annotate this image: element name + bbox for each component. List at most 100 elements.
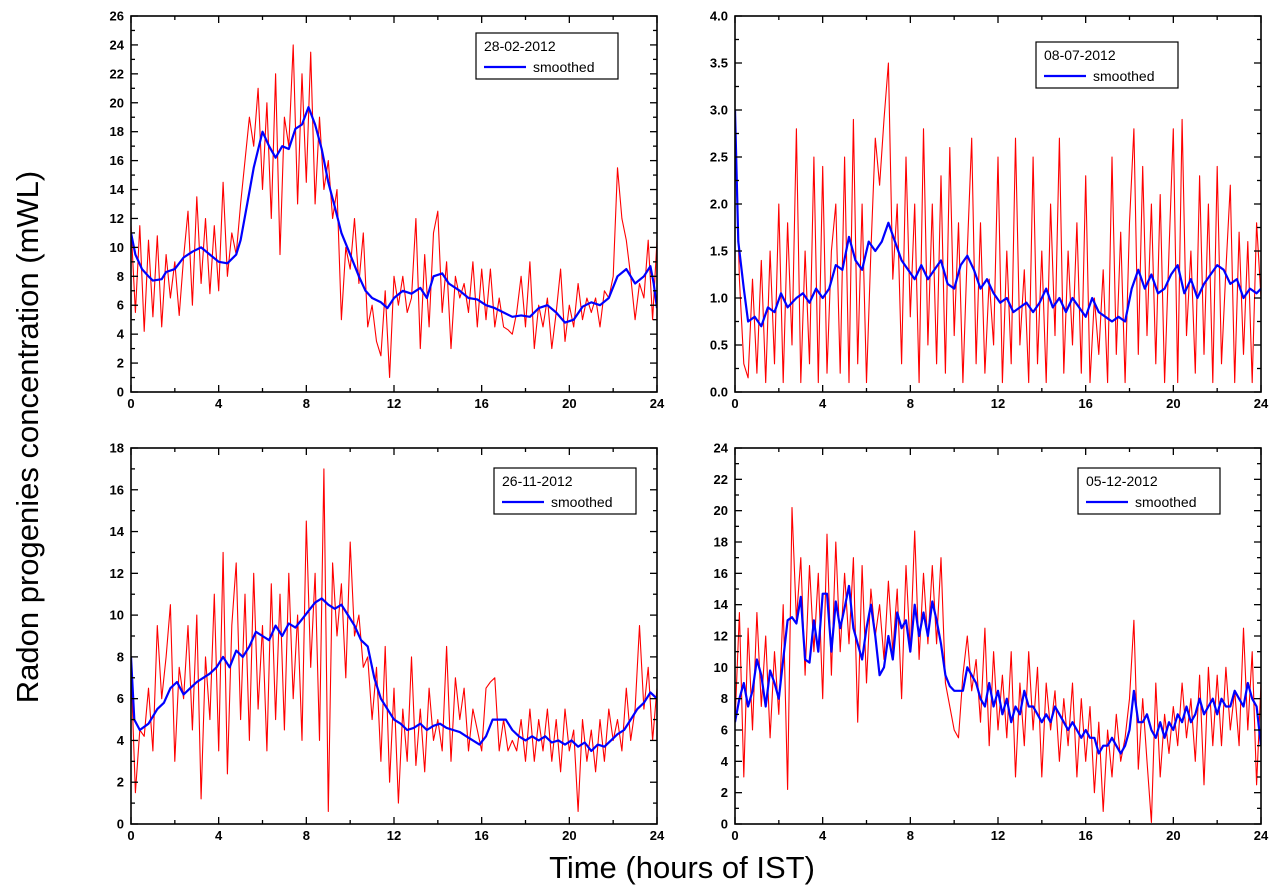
x-tick-label: 0 xyxy=(731,396,738,411)
y-tick-label: 18 xyxy=(714,535,728,550)
y-tick-label: 24 xyxy=(110,37,125,52)
y-tick-label: 16 xyxy=(110,482,124,497)
x-tick-label: 20 xyxy=(562,396,576,411)
legend-box xyxy=(475,32,619,80)
x-tick-label: 24 xyxy=(1254,396,1269,411)
y-tick-label: 1.0 xyxy=(710,291,728,306)
raw-series-line xyxy=(735,62,1261,384)
y-tick-label: 2.5 xyxy=(710,150,728,165)
y-tick-label: 4 xyxy=(117,733,125,748)
legend: 08-07-2012 smoothed xyxy=(1035,41,1179,89)
y-tick-label: 26 xyxy=(110,9,124,24)
legend-label-smoothed: smoothed xyxy=(1135,494,1196,510)
legend-title: 08-07-2012 xyxy=(1044,47,1116,63)
y-tick-label: 22 xyxy=(110,66,124,81)
x-tick-label: 4 xyxy=(819,396,827,411)
x-tick-label: 8 xyxy=(907,828,914,843)
legend-title: 28-02-2012 xyxy=(484,38,556,54)
x-tick-label: 16 xyxy=(1078,396,1092,411)
x-tick-label: 4 xyxy=(819,828,827,843)
x-tick-label: 8 xyxy=(907,396,914,411)
y-tick-label: 8 xyxy=(117,649,124,664)
plot-frame xyxy=(734,15,1262,393)
y-tick-label: 24 xyxy=(714,441,729,456)
y-tick-label: 0.0 xyxy=(710,385,728,400)
y-tick-label: 2 xyxy=(721,785,728,800)
x-tick-label: 24 xyxy=(1254,828,1269,843)
y-tick-label: 0 xyxy=(117,817,124,832)
y-tick-label: 20 xyxy=(110,95,124,110)
panel-2: 0 4 8 12 16 20 24 0.0 0.5 1.0 1.5 2.0 2.5 3.0 3.5 4.0 08… xyxy=(710,9,1269,412)
y-tick-label: 3.5 xyxy=(710,56,728,71)
y-tick-label: 12 xyxy=(714,629,728,644)
x-tick-label: 4 xyxy=(215,828,223,843)
y-tick-label: 14 xyxy=(110,524,125,539)
y-tick-label: 14 xyxy=(110,182,125,197)
y-tick-label: 6 xyxy=(117,298,124,313)
x-tick-label: 12 xyxy=(387,396,401,411)
y-tick-label: 6 xyxy=(117,691,124,706)
panel-3: 0 4 8 12 16 20 2402468101214161826-11-2012smoo… xyxy=(110,441,665,844)
x-axis-label: Time (hours of IST) xyxy=(549,850,815,885)
y-tick-label: 1.5 xyxy=(710,244,728,259)
y-tick-label: 10 xyxy=(714,660,728,675)
x-tick-label: 20 xyxy=(1166,828,1180,843)
y-tick-label: 0 xyxy=(721,817,728,832)
y-tick-label: 10 xyxy=(110,240,124,255)
y-tick-label: 4.0 xyxy=(710,9,728,24)
y-tick-label: 18 xyxy=(110,441,124,456)
y-tick-label: 2 xyxy=(117,775,124,790)
y-tick-label: 4 xyxy=(721,754,729,769)
y-tick-label: 3.0 xyxy=(710,103,728,118)
x-tick-label: 12 xyxy=(991,828,1005,843)
smoothed-series-line xyxy=(735,109,1261,328)
legend-title: 05-12-2012 xyxy=(1086,473,1158,489)
x-tick-label: 20 xyxy=(562,828,576,843)
x-tick-label: 20 xyxy=(1166,396,1180,411)
x-tick-label: 24 xyxy=(650,396,665,411)
y-tick-label: 2 xyxy=(117,356,124,371)
x-tick-label: 12 xyxy=(991,396,1005,411)
x-tick-label: 16 xyxy=(1078,828,1092,843)
smoothed-series-line xyxy=(735,584,1261,755)
legend-box xyxy=(1035,41,1179,89)
legend: 28-02-2012 smoothed xyxy=(475,32,619,80)
legend: 26-11-2012 smoothed xyxy=(493,467,637,515)
x-tick-label: 16 xyxy=(474,396,488,411)
legend: 05-12-2012 smoothed xyxy=(1077,467,1221,515)
raw-series-line xyxy=(131,44,657,379)
legend-label-smoothed: smoothed xyxy=(1093,68,1154,84)
y-tick-label: 14 xyxy=(714,597,729,612)
y-tick-label: 12 xyxy=(110,566,124,581)
x-tick-label: 12 xyxy=(387,828,401,843)
y-tick-label: 0.5 xyxy=(710,338,728,353)
x-tick-label: 0 xyxy=(127,396,134,411)
y-tick-label: 0 xyxy=(117,385,124,400)
y-tick-label: 18 xyxy=(110,124,124,139)
x-tick-label: 8 xyxy=(303,396,310,411)
y-tick-label: 22 xyxy=(714,472,728,487)
y-tick-label: 12 xyxy=(110,211,124,226)
x-tick-label: 0 xyxy=(127,828,134,843)
y-tick-label: 8 xyxy=(721,691,728,706)
panels: 0 4 8 12 16 20 240246810121416182022242628-02-… xyxy=(110,9,1269,844)
panel-1: 0 4 8 12 16 20 240246810121416182022242628-02-… xyxy=(110,9,665,412)
raw-series-line xyxy=(735,506,1261,823)
y-tick-label: 4 xyxy=(117,327,125,342)
legend-box xyxy=(1077,467,1221,515)
y-axis-label: Radon progenies concentration (mWL) xyxy=(10,171,45,703)
y-tick-label: 10 xyxy=(110,608,124,623)
raw-series-line xyxy=(131,468,657,813)
x-tick-label: 16 xyxy=(474,828,488,843)
y-tick-label: 2.0 xyxy=(710,197,728,212)
legend-box xyxy=(493,467,637,515)
y-tick-label: 20 xyxy=(714,503,728,518)
x-tick-label: 0 xyxy=(731,828,738,843)
y-tick-label: 16 xyxy=(110,153,124,168)
legend-title: 26-11-2012 xyxy=(502,473,573,489)
smoothed-series-line xyxy=(131,106,657,324)
y-tick-label: 16 xyxy=(714,566,728,581)
x-tick-label: 4 xyxy=(215,396,223,411)
y-tick-label: 6 xyxy=(721,723,728,738)
